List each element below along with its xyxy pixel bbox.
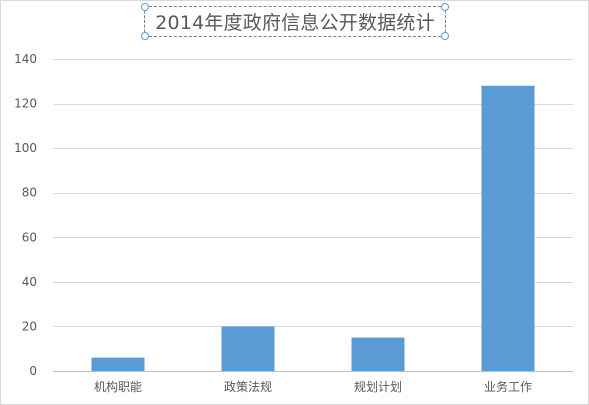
resize-handle-top-left[interactable] bbox=[141, 3, 149, 11]
bar bbox=[351, 337, 405, 371]
x-tick-label: 规划计划 bbox=[354, 379, 402, 394]
y-tick-label: 60 bbox=[22, 230, 37, 244]
x-tick-label: 业务工作 bbox=[484, 379, 532, 394]
resize-handle-bottom-right[interactable] bbox=[441, 32, 449, 40]
bar bbox=[481, 85, 535, 371]
y-tick-label: 0 bbox=[29, 364, 37, 378]
x-tick-label: 政策法规 bbox=[224, 379, 272, 394]
y-tick-label: 120 bbox=[14, 97, 37, 111]
resize-handle-top-right[interactable] bbox=[441, 3, 449, 11]
bar bbox=[221, 326, 275, 371]
y-tick-label: 40 bbox=[22, 275, 37, 289]
y-tick-label: 80 bbox=[22, 186, 37, 200]
resize-handle-bottom-left[interactable] bbox=[141, 32, 149, 40]
chart-title-box[interactable]: 2014年度政府信息公开数据统计 bbox=[141, 3, 449, 40]
x-tick-label: 机构职能 bbox=[94, 379, 142, 394]
y-tick-label: 140 bbox=[14, 52, 37, 66]
chart-title: 2014年度政府信息公开数据统计 bbox=[155, 12, 435, 34]
y-tick-label: 100 bbox=[14, 141, 37, 155]
bar bbox=[91, 357, 145, 371]
y-tick-label: 20 bbox=[22, 319, 37, 333]
